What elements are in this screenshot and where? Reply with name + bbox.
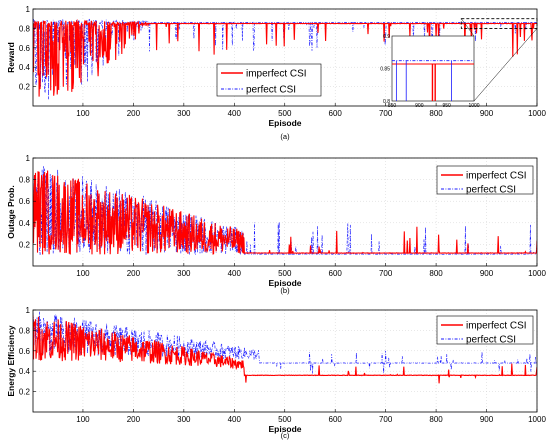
legend-entry: perfect CSI [466, 335, 516, 346]
inset-x-tick-label: 900 [415, 103, 424, 109]
x-tick-label: 400 [228, 415, 242, 424]
y-tick-label: 0.4 [19, 219, 31, 228]
y-tick-label: 0.8 [19, 24, 31, 33]
panel-caption: (b) [280, 286, 290, 295]
legend-entry: perfect CSI [466, 185, 516, 196]
x-tick-label: 500 [278, 269, 292, 278]
inset-y-tick-label: 0.85 [380, 67, 390, 73]
zoom-connector [473, 28, 538, 102]
legend-entry: imperfect CSI [466, 171, 527, 182]
zoom-region-box [460, 18, 538, 29]
x-tick-label: 1000 [528, 109, 546, 118]
legend-entry: imperfect CSI [466, 321, 527, 332]
y-tick-label: 0.4 [19, 63, 31, 72]
legend: imperfect CSI perfect CSI [436, 315, 534, 346]
series-line-perfect-csi [33, 166, 537, 256]
x-tick-label: 900 [480, 415, 494, 424]
x-tick-label: 200 [127, 269, 141, 278]
x-tick-label: 200 [127, 415, 141, 424]
zoom-inset: 850 900 950 1000 0.8 0.85 0.9 [380, 18, 538, 109]
x-tick-label: 800 [429, 415, 443, 424]
x-tick-label: 200 [127, 109, 141, 118]
y-tick-label: 0.6 [19, 347, 31, 356]
inset-y-tick-label: 0.9 [383, 34, 390, 40]
y-axis-label: Energy Efficiency [6, 325, 16, 397]
chart-panel-1: 100 200 300 400 500 600 700 800 900 10000.20.40.6… [6, 5, 546, 141]
chart-panel-3: 100 200 300 400 500 600 700 800 900 1000 0.2 0.4 0.6… [6, 306, 546, 440]
x-tick-label: 1000 [528, 415, 546, 424]
y-tick-label: 0.8 [19, 176, 31, 185]
y-tick-label: 0.6 [19, 197, 31, 206]
inset-y-tick-label: 0.8 [383, 99, 390, 105]
x-tick-label: 1000 [528, 269, 546, 278]
x-tick-label: 300 [177, 109, 191, 118]
x-tick-label: 900 [480, 109, 494, 118]
y-tick-label: 0.2 [19, 240, 31, 249]
x-tick-label: 700 [379, 415, 393, 424]
x-tick-label: 300 [177, 415, 191, 424]
y-tick-label: 1 [26, 5, 31, 14]
legend-entry: perfect CSI [246, 85, 296, 96]
x-tick-label: 600 [329, 269, 343, 278]
panel-caption: (a) [280, 132, 290, 141]
x-axis-label: Episode [268, 118, 301, 128]
x-tick-label: 300 [177, 269, 191, 278]
y-tick-label: 1 [26, 306, 31, 315]
inset-x-tick-label: 950 [442, 103, 451, 109]
zoom-connector [461, 18, 475, 37]
x-tick-label: 500 [278, 109, 292, 118]
series-line-perfect-csi [33, 311, 537, 374]
series-line-imperfect-csi [33, 170, 537, 255]
x-tick-label: 600 [329, 109, 343, 118]
legend-entry: imperfect CSI [246, 69, 307, 80]
legend: imperfect CSI perfect CSI [216, 63, 322, 97]
legend: imperfect CSI perfect CSI [436, 165, 534, 196]
series-line-imperfect-csi [33, 315, 537, 384]
y-tick-label: 0.2 [19, 83, 31, 92]
y-tick-label: 0.4 [19, 367, 31, 376]
x-tick-label: 800 [429, 269, 443, 278]
x-tick-label: 100 [76, 415, 90, 424]
y-axis-label: Outage Prob. [6, 185, 16, 238]
x-tick-label: 700 [379, 109, 393, 118]
x-tick-label: 100 [76, 109, 90, 118]
series-line-perfect-csi [33, 18, 537, 100]
y-tick-label: 0.6 [19, 44, 31, 53]
x-tick-label: 500 [278, 415, 292, 424]
y-tick-label: 1 [26, 154, 31, 163]
x-tick-label: 700 [379, 269, 393, 278]
panel-caption: (c) [281, 431, 290, 440]
x-axis-label: Episode [268, 278, 301, 288]
chart-panel-2: 100 200 300 400 500 600 700 800 900 1000 0.2 0.4 0.6… [6, 154, 546, 295]
x-tick-label: 900 [480, 269, 494, 278]
inset-x-tick-label: 850 [388, 103, 397, 109]
y-tick-label: 0.8 [19, 326, 31, 335]
series-line-imperfect-csi [33, 18, 537, 97]
x-axis-label: Episode [268, 424, 301, 434]
y-tick-label: 0.2 [19, 388, 31, 397]
x-tick-label: 600 [329, 415, 343, 424]
x-tick-label: 100 [76, 269, 90, 278]
y-axis-label: Reward [6, 42, 16, 73]
legend-box [216, 63, 322, 97]
x-tick-label: 400 [228, 269, 242, 278]
x-tick-label: 400 [228, 109, 242, 118]
inset-x-tick-label: 1000 [468, 103, 479, 109]
x-tick-label: 800 [429, 109, 443, 118]
